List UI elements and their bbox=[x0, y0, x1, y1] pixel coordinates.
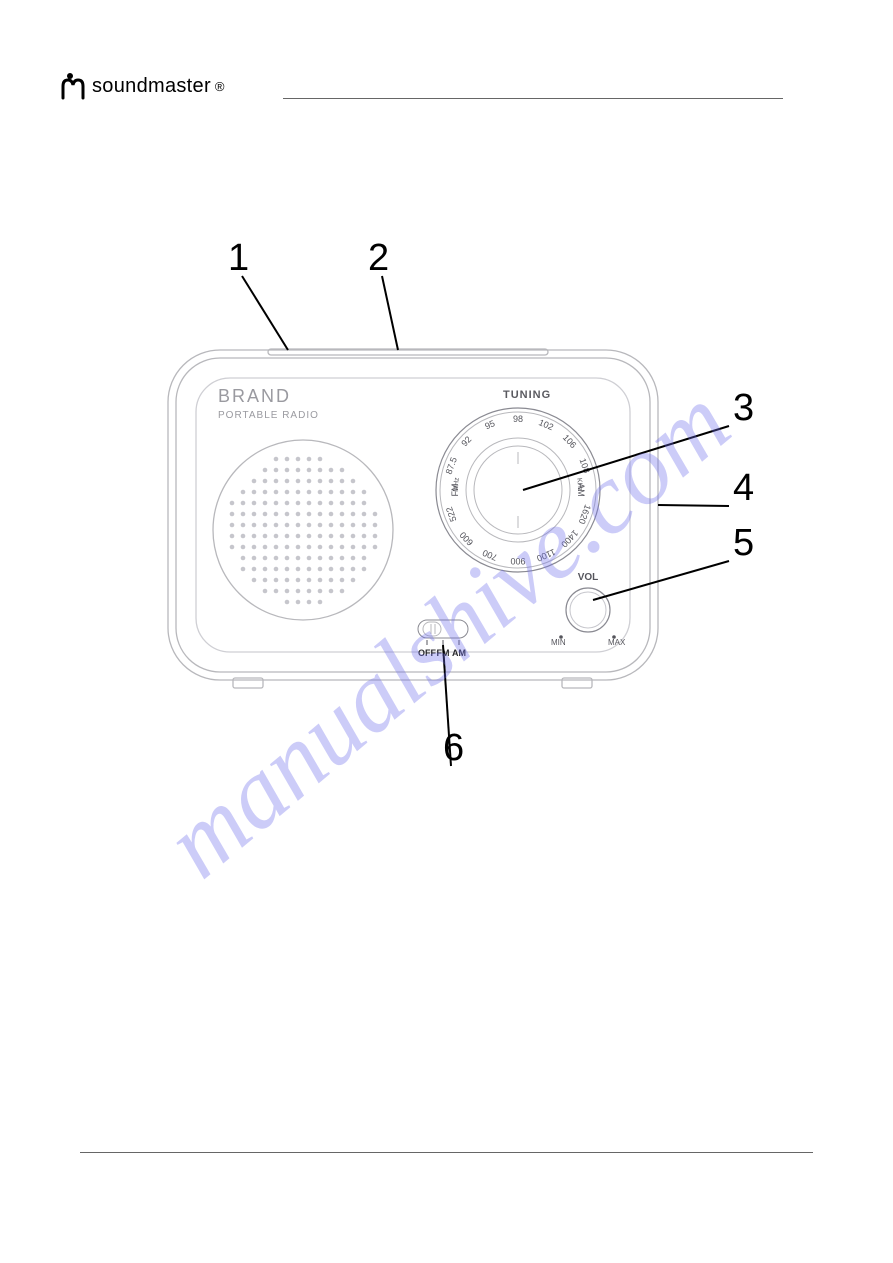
tuning-dial[interactable]: 87.5929598102106108522600700900110014001… bbox=[436, 408, 600, 572]
svg-text:1: 1 bbox=[228, 237, 249, 279]
diagram-svg: BRAND PORTABLE RADIO TUNING 87.592959810… bbox=[148, 230, 868, 790]
brand-name: soundmaster bbox=[92, 75, 211, 98]
svg-text:600: 600 bbox=[458, 530, 476, 548]
soundmaster-icon bbox=[60, 72, 88, 100]
header-rule bbox=[283, 98, 783, 99]
registered-mark: ® bbox=[215, 79, 225, 94]
footer-rule bbox=[80, 1152, 813, 1153]
brand-logo: soundmaster ® bbox=[60, 72, 225, 100]
vol-max-label: MAX bbox=[608, 638, 626, 647]
radio-diagram: BRAND PORTABLE RADIO TUNING 87.592959810… bbox=[0, 230, 893, 810]
svg-text:KHz: KHz bbox=[575, 478, 583, 492]
svg-text:87.5: 87.5 bbox=[444, 456, 459, 476]
svg-text:AM: AM bbox=[452, 648, 466, 658]
radio-brand-text: BRAND bbox=[218, 386, 291, 406]
svg-text:900: 900 bbox=[510, 556, 525, 566]
svg-text:106: 106 bbox=[561, 432, 579, 450]
tuning-label: TUNING bbox=[503, 389, 551, 401]
svg-text:4: 4 bbox=[733, 467, 754, 509]
vol-min-label: MIN bbox=[551, 638, 566, 647]
svg-text:95: 95 bbox=[483, 418, 496, 431]
svg-text:1100: 1100 bbox=[535, 547, 557, 564]
radio-brand-sub: PORTABLE RADIO bbox=[218, 410, 319, 421]
svg-text:5: 5 bbox=[733, 522, 754, 564]
volume-knob[interactable]: VOL MIN MAX bbox=[551, 572, 626, 647]
svg-text:3: 3 bbox=[733, 387, 754, 429]
svg-text:MHz: MHz bbox=[453, 477, 461, 492]
svg-text:OFF: OFF bbox=[418, 648, 436, 658]
svg-text:1620: 1620 bbox=[577, 503, 593, 525]
svg-text:2: 2 bbox=[368, 237, 389, 279]
svg-text:98: 98 bbox=[513, 414, 523, 424]
vol-label: VOL bbox=[578, 572, 599, 583]
speaker-grille bbox=[213, 440, 393, 620]
svg-text:6: 6 bbox=[443, 727, 464, 769]
